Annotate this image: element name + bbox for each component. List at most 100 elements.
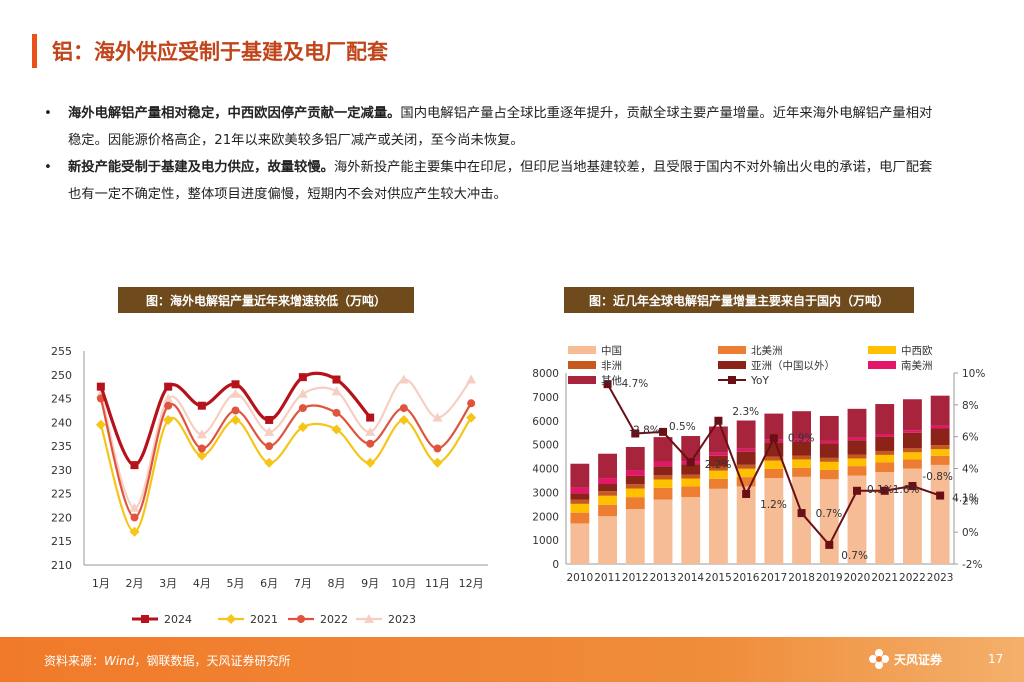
x-tick-label: 2011 (594, 572, 621, 584)
data-label: 0.5% (669, 421, 696, 433)
legend-marker-2023 (364, 614, 374, 623)
bar-segment-中西欧 (625, 488, 645, 498)
bar-segment-非洲 (847, 454, 867, 459)
legend-label-2022: 2022 (320, 613, 348, 626)
bar-segment-南美洲 (736, 448, 756, 452)
bar-segment-中国 (653, 499, 673, 564)
data-point-2021 (398, 414, 409, 425)
data-point-2024 (130, 461, 139, 470)
data-point-2022 (130, 513, 139, 522)
data-label: 4.7% (622, 378, 649, 390)
data-point-2023 (466, 374, 477, 384)
bar-segment-中西欧 (903, 452, 922, 460)
bar-segment-中国 (903, 468, 922, 564)
company-logo: 天风证券 (868, 648, 942, 670)
y-tick-label: 240 (51, 416, 72, 429)
bar-segment-中西欧 (736, 468, 756, 478)
y-tick-label: 225 (51, 488, 72, 501)
x-tick-label: 7月 (294, 577, 312, 590)
data-point-2021 (466, 412, 477, 423)
yoy-point (603, 380, 612, 389)
x-tick-label: 2018 (788, 572, 815, 584)
x-tick-label: 2月 (126, 577, 144, 590)
bar-segment-南美洲 (903, 430, 922, 433)
bar-segment-北美洲 (764, 468, 784, 479)
bar-segment-非洲 (625, 484, 645, 489)
data-point-2023 (196, 429, 207, 439)
source-rest: ，钢联数据，天风证券研究所 (134, 654, 291, 668)
bar-segment-北美洲 (930, 455, 950, 465)
bar-segment-亚洲（中国以外） (819, 443, 839, 458)
bar-segment-中西欧 (792, 459, 811, 468)
page-title: 铝：海外供应受制于基建及电厂配套 (52, 40, 388, 64)
y-tick-label: 3000 (532, 487, 559, 499)
yoy-point (714, 416, 723, 425)
bullet-dot: • (44, 106, 52, 121)
bar-segment-其他 (875, 404, 895, 435)
bar-segment-北美洲 (819, 469, 839, 480)
bar-segment-中西欧 (847, 458, 867, 467)
bar-segment-亚洲（中国以外） (847, 440, 867, 455)
flower-logo-icon (869, 649, 889, 669)
bar-segment-非洲 (903, 448, 922, 453)
bar-segment-其他 (625, 447, 645, 471)
data-point-2022 (467, 399, 476, 408)
bar-segment-亚洲（中国以外） (903, 432, 922, 449)
bullet-2-text: 海外新投产能主要集中在印尼，但印尼当地基建较差，且受限于国内不对外输出火电的承诺… (68, 160, 933, 202)
yoy-point (853, 486, 861, 495)
yoy-point (908, 482, 917, 491)
x-tick-label: 2019 (816, 572, 843, 584)
legend-label: 北美洲 (751, 344, 783, 357)
x-tick-label: 2021 (871, 572, 898, 584)
yoy-point (742, 489, 751, 498)
data-point-2022 (197, 444, 206, 453)
bar-segment-其他 (598, 453, 617, 479)
bar-segment-中西欧 (930, 449, 950, 456)
data-label: 1.6% (893, 484, 920, 496)
bar-segment-非洲 (819, 457, 839, 462)
data-point-2021 (163, 414, 174, 425)
yoy-point (797, 509, 806, 518)
bar-segment-非洲 (598, 491, 617, 496)
data-point-2021 (365, 457, 376, 468)
data-label: 0.7% (816, 508, 843, 520)
bar-segment-中西欧 (819, 461, 839, 470)
bar-segment-亚洲（中国以外） (625, 475, 645, 485)
data-label: 0.1% (867, 484, 894, 496)
source-note: 资料来源：Wind，钢联数据，天风证券研究所 (44, 652, 290, 669)
bullet-list: • 海外电解铝产量相对稳定，中西欧因停产贡献一定减量。国内电解铝产量占全球比重逐… (44, 100, 944, 208)
legend-marker-YoY (728, 376, 736, 384)
data-point-2023 (264, 426, 275, 436)
y-tick-label: 8000 (532, 368, 559, 380)
legend-swatch-北美洲 (718, 346, 746, 354)
y-tick-label: 7000 (532, 392, 559, 404)
legend-swatch-中国 (568, 346, 596, 354)
left-line-chart: 210 215 220 225 230 235 240 245 250 255 1月 2月 3月 4月 5月… (51, 345, 488, 626)
x-tick-label: 2023 (927, 572, 954, 584)
y2-tick-label: -2% (962, 559, 982, 571)
y-tick-label: 210 (51, 559, 72, 572)
bar-segment-中国 (681, 497, 701, 564)
data-point-2022 (231, 406, 240, 415)
data-point-2023 (163, 393, 174, 403)
bar-segment-其他 (819, 415, 839, 441)
data-point-2022 (433, 444, 442, 453)
x-tick-label: 2017 (760, 572, 787, 584)
bar-segment-中国 (709, 488, 728, 564)
y-tick-label: 2000 (532, 511, 559, 523)
y2-tick-label: 4% (962, 464, 979, 476)
bar-segment-中国 (625, 509, 645, 564)
data-label: 4.1% (952, 493, 979, 505)
source-wind: Wind (104, 654, 135, 668)
bullet-1-bold: 海外电解铝产量相对稳定，中西欧因停产贡献一定减量。 (68, 106, 401, 121)
bar-segment-亚洲（中国以外） (570, 493, 590, 500)
legend-label-2021: 2021 (250, 613, 278, 626)
bar-segment-非洲 (653, 475, 673, 480)
yoy-point (631, 429, 640, 438)
data-label: -2.8% (629, 424, 659, 436)
bar-segment-中国 (764, 478, 784, 564)
y-tick-label: 230 (51, 464, 72, 477)
data-point-2024 (164, 382, 173, 391)
data-point-2024 (197, 401, 206, 410)
page-number: 17 (988, 652, 1004, 666)
